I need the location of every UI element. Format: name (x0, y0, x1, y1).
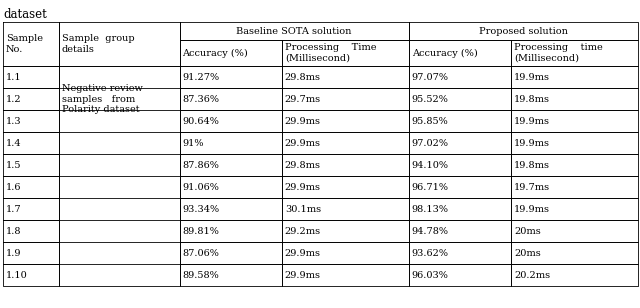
Text: Processing    time
(Millisecond): Processing time (Millisecond) (514, 43, 603, 63)
Text: 1.10: 1.10 (6, 270, 28, 279)
Text: 19.8ms: 19.8ms (514, 160, 550, 169)
Text: Proposed solution: Proposed solution (479, 26, 568, 35)
Text: 29.7ms: 29.7ms (285, 95, 321, 103)
Text: 20ms: 20ms (514, 249, 541, 257)
Text: 29.8ms: 29.8ms (285, 160, 321, 169)
Text: 97.02%: 97.02% (412, 139, 449, 148)
Text: Accuracy (%): Accuracy (%) (412, 48, 477, 58)
Text: 29.9ms: 29.9ms (285, 139, 321, 148)
Text: 19.9ms: 19.9ms (514, 72, 550, 82)
Text: Accuracy (%): Accuracy (%) (182, 48, 248, 58)
Text: 96.03%: 96.03% (412, 270, 449, 279)
Text: 29.2ms: 29.2ms (285, 226, 321, 236)
Text: 91%: 91% (182, 139, 204, 148)
Text: 29.9ms: 29.9ms (285, 249, 321, 257)
Text: 1.9: 1.9 (6, 249, 22, 257)
Text: 20.2ms: 20.2ms (514, 270, 550, 279)
Text: 90.64%: 90.64% (182, 116, 220, 125)
Text: 1.4: 1.4 (6, 139, 22, 148)
Text: 19.9ms: 19.9ms (514, 116, 550, 125)
Text: 95.52%: 95.52% (412, 95, 449, 103)
Text: 1.2: 1.2 (6, 95, 22, 103)
Text: 94.10%: 94.10% (412, 160, 449, 169)
Text: 1.8: 1.8 (6, 226, 22, 236)
Text: 97.07%: 97.07% (412, 72, 449, 82)
Text: 1.1: 1.1 (6, 72, 22, 82)
Text: 1.6: 1.6 (6, 183, 22, 192)
Text: 96.71%: 96.71% (412, 183, 449, 192)
Text: Negative review
samples   from
Polarity dataset: Negative review samples from Polarity da… (62, 84, 143, 114)
Text: dataset: dataset (3, 8, 47, 21)
Text: 30.1ms: 30.1ms (285, 205, 321, 213)
Text: 94.78%: 94.78% (412, 226, 449, 236)
Text: Sample
No.: Sample No. (6, 34, 43, 54)
Text: 91.06%: 91.06% (182, 183, 220, 192)
Text: 93.34%: 93.34% (182, 205, 220, 213)
Text: 29.9ms: 29.9ms (285, 183, 321, 192)
Text: 98.13%: 98.13% (412, 205, 449, 213)
Text: Processing    Time
(Millisecond): Processing Time (Millisecond) (285, 43, 376, 63)
Text: 19.9ms: 19.9ms (514, 205, 550, 213)
Text: 1.3: 1.3 (6, 116, 22, 125)
Text: 29.9ms: 29.9ms (285, 116, 321, 125)
Text: 89.58%: 89.58% (182, 270, 220, 279)
Text: 87.36%: 87.36% (182, 95, 220, 103)
Text: 87.86%: 87.86% (182, 160, 220, 169)
Text: 20ms: 20ms (514, 226, 541, 236)
Text: 29.9ms: 29.9ms (285, 270, 321, 279)
Text: Sample  group
details: Sample group details (62, 34, 134, 54)
Text: Baseline SOTA solution: Baseline SOTA solution (236, 26, 352, 35)
Text: 89.81%: 89.81% (182, 226, 220, 236)
Text: 1.5: 1.5 (6, 160, 22, 169)
Text: 93.62%: 93.62% (412, 249, 449, 257)
Text: 19.7ms: 19.7ms (514, 183, 550, 192)
Text: 29.8ms: 29.8ms (285, 72, 321, 82)
Text: 87.06%: 87.06% (182, 249, 220, 257)
Text: 19.8ms: 19.8ms (514, 95, 550, 103)
Text: 19.9ms: 19.9ms (514, 139, 550, 148)
Text: 95.85%: 95.85% (412, 116, 449, 125)
Text: 1.7: 1.7 (6, 205, 22, 213)
Text: 91.27%: 91.27% (182, 72, 220, 82)
